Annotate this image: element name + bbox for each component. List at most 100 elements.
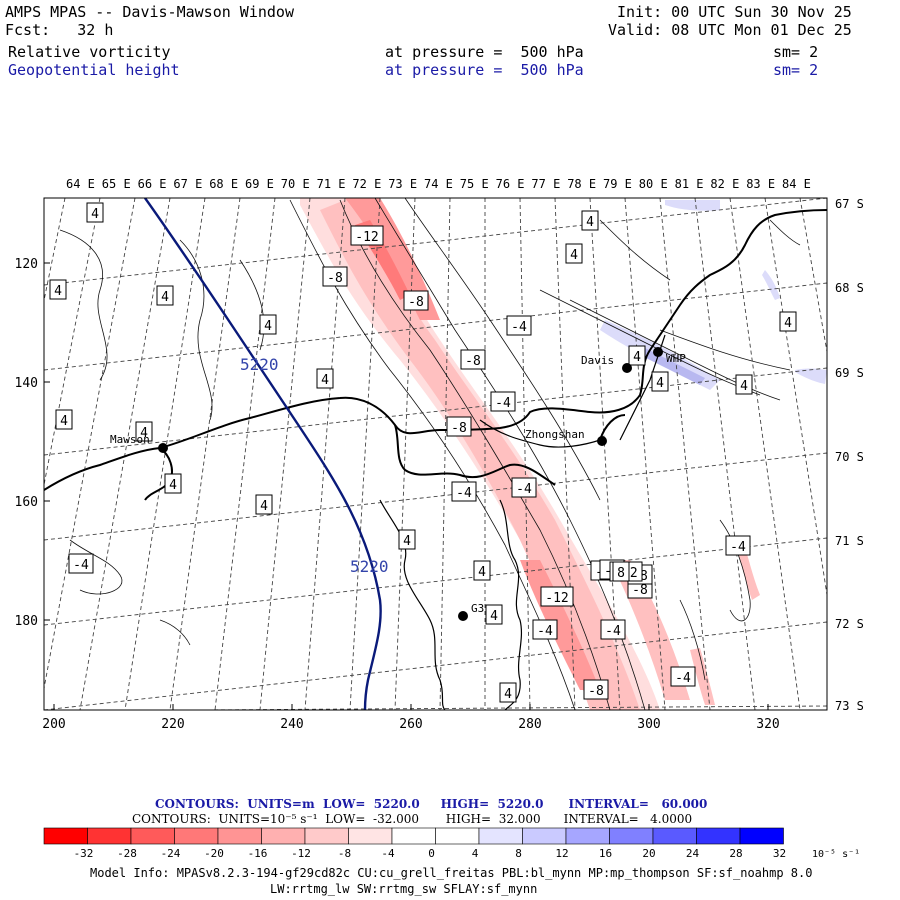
vorticity-label: -8 [403,290,429,311]
longitude-label: 68 E [209,177,238,191]
longitude-label: 76 E [496,177,525,191]
station-label: WHP [666,352,686,365]
longitude-label: 69 E [245,177,274,191]
vorticity-label: 4 [255,494,273,515]
station-marker [458,611,468,621]
colorbar-swatch [609,827,654,845]
x-tick-label: 260 [399,717,422,732]
colorbar-swatch [522,827,567,845]
longitude-label: 70 E [281,177,310,191]
vorticity-label-text: 4 [784,316,792,331]
vorticity-label-text: -8 [465,354,481,369]
colorbar-tick-label: -20 [204,847,224,860]
station-davis[interactable]: Davis [581,354,632,373]
latitude-label: 68 S [835,281,864,295]
x-tick-label: 200 [42,717,65,732]
colorbar-tick-label: 4 [472,847,479,860]
vorticity-label-box [473,560,491,581]
longitude-label: 78 E [567,177,596,191]
vorticity-label-box [628,345,646,366]
vorticity-label-text: 4 [478,565,486,580]
colorbar-tick-label: 24 [686,847,700,860]
vorticity-label-box [460,349,486,370]
vorticity-label: 4 [316,368,334,389]
vorticity-label: 4 [651,371,669,392]
longitude-label: 77 E [531,177,560,191]
vorticity-label: 4 [398,529,416,550]
vorticity-label: -4 [511,477,537,498]
vorticity-label: 4 [135,421,153,442]
station-g3[interactable]: G3 [458,602,484,621]
x-tick-label: 300 [637,717,660,732]
longitude-label: 75 E [460,177,489,191]
vorticity-label-box [490,391,516,412]
station-mawson[interactable]: Mawson [110,433,168,453]
longitude-label: 66 E [138,177,167,191]
y-tick-label: 180 [15,614,38,629]
vorticity-contours [59,198,801,710]
bottom-tick-labels: 200 220 240 260 280 300 320 [42,717,779,732]
vorticity-label: -8 [322,266,348,287]
vorticity-contour-info: CONTOURS: UNITS=10⁻⁵ s⁻¹ LOW= -32.000 HI… [132,812,693,826]
colorbar-swatch [87,827,132,845]
colorbar-swatch [391,827,436,845]
colorbar-swatch [739,827,784,845]
vorticity-label: 4 [156,285,174,306]
vorticity-label-text: 4 [740,379,748,394]
colorbar-swatch [130,827,175,845]
vorticity-label-text: 4 [321,373,329,388]
vorticity-label-text: 4 [91,207,99,222]
vorticity-label-box [322,266,348,287]
vorticity-label-text: -8 [632,583,648,598]
vorticity-label-box [583,679,609,700]
vorticity-label: -4 [725,535,751,556]
vorticity-label: 4 [86,202,104,223]
colorbar-swatch [217,827,262,845]
vorticity-label-box [156,285,174,306]
longitude-label: 67 E [173,177,202,191]
height-label: 5220 [350,557,389,576]
field2-smoothing: sm= 2 [773,61,819,79]
vorticity-label: 4 [49,279,67,300]
station-marker [653,347,663,357]
colorbar-swatch [652,827,697,845]
vorticity-label: 4 [565,243,583,264]
station-whp[interactable]: WHP [653,347,686,365]
vorticity-label-box [485,604,503,625]
vorticity-label-box [532,619,558,640]
height-contour-5220 [144,198,382,710]
longitude-label: 83 E [746,177,775,191]
vorticity-label: -4 [670,666,696,687]
vorticity-label: 4 [485,604,503,625]
station-marker [158,443,168,453]
vorticity-label-text: -4 [456,486,472,501]
vorticity-label: 4 [735,374,753,395]
vorticity-label-text: 4 [656,376,664,391]
vorticity-label-box [68,553,94,574]
vorticity-label-box [403,290,429,311]
x-tick-label: 240 [280,717,303,732]
vorticity-label-text: 4 [60,414,68,429]
vorticity-label-text: 4 [633,350,641,365]
station-marker [597,436,607,446]
longitude-label: 72 E [352,177,381,191]
vorticity-label: -4 [451,481,477,502]
map-plot-area: 4444444444444444444-4-4-4-4-4-4-4-4-4-4-… [44,198,827,710]
vorticity-label-text: -8 [588,684,604,699]
vorticity-label-box [565,243,583,264]
x-tick-label: 280 [518,717,541,732]
field1-smoothing: sm= 2 [773,43,819,61]
vorticity-label-text: 4 [504,687,512,702]
vorticity-label-box [735,374,753,395]
vorticity-label: -8 [446,416,472,437]
vorticity-label-box [540,586,574,607]
station-label: Zhongshan [525,428,585,441]
colorbar-tick-label: -4 [381,847,395,860]
vorticity-label-text: 4 [570,248,578,263]
vorticity-label: 4 [779,311,797,332]
station-zhongshan[interactable]: Zhongshan [525,428,607,446]
station-label: Mawson [110,433,150,446]
vorticity-label-box [259,314,277,335]
vorticity-label-box [164,473,182,494]
valid-time: Valid: 08 UTC Mon 01 Dec 25 [608,21,852,39]
